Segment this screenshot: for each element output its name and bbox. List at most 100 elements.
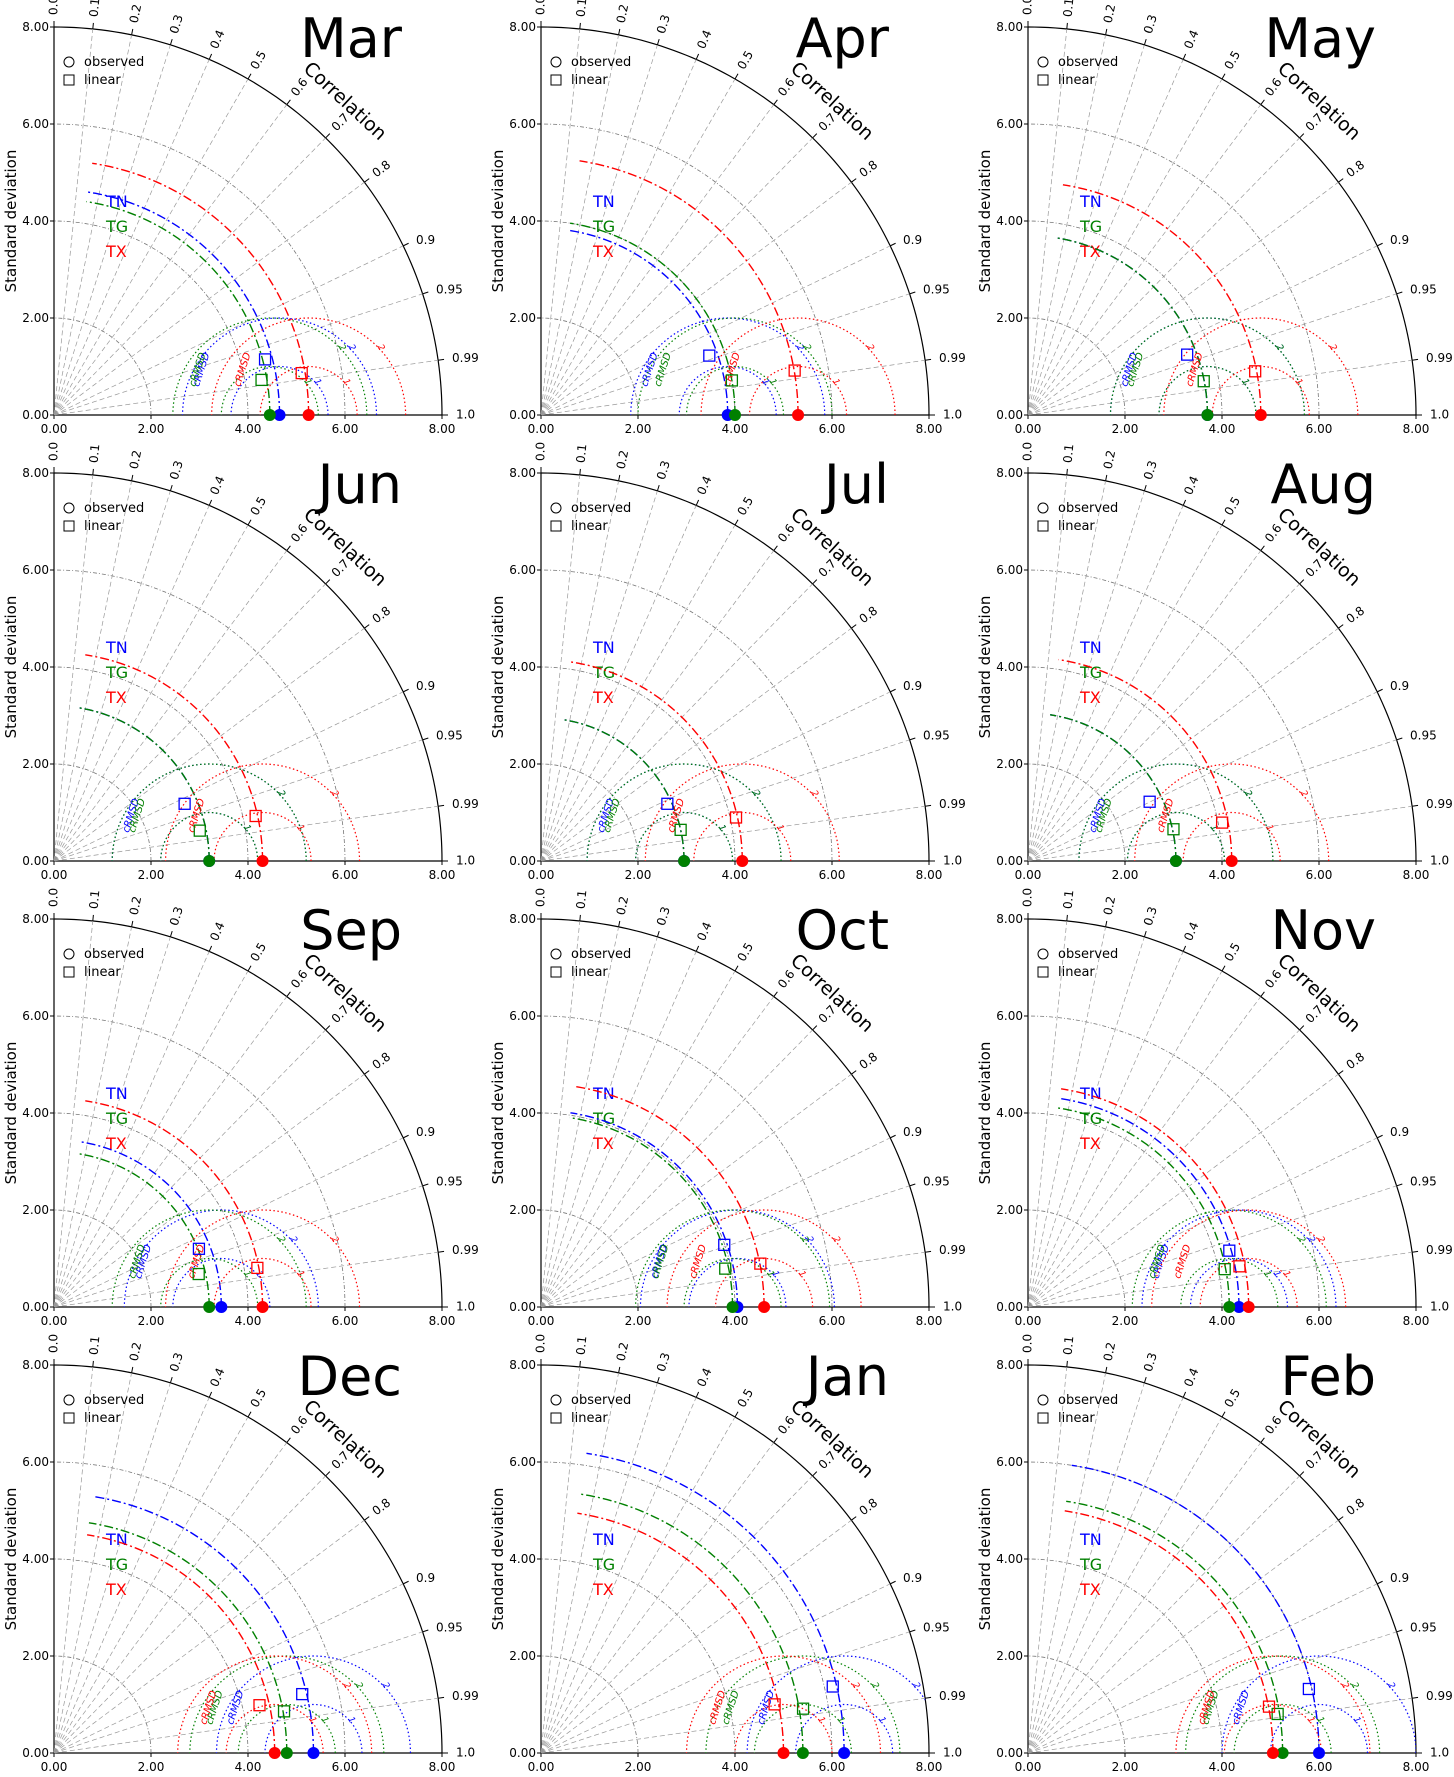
correlation-grid-line: [53, 691, 404, 862]
observed-marker-tg: [1169, 855, 1182, 867]
std-grid-arc: [540, 123, 833, 416]
y-tick-label: 2.00: [996, 1203, 1023, 1217]
std-grid-arc: [540, 1655, 639, 1754]
correlation-tick-label: 1.0: [1430, 1300, 1449, 1314]
correlation-tick-label: 0.95: [923, 1175, 950, 1189]
correlation-grid-line: [540, 1475, 813, 1754]
correlation-tick: [208, 53, 213, 60]
linear-marker-tx: [729, 811, 743, 824]
outer-arc: [1027, 1364, 1417, 1754]
y-tick-label: 8.00: [996, 466, 1023, 480]
correlation-tick-label: 0.4: [694, 474, 714, 497]
series-legend-tn: TN: [592, 1084, 615, 1103]
series-legend-tx: TX: [105, 688, 127, 707]
correlation-tick: [92, 1360, 94, 1367]
crmsd-tick-label: 2: [353, 1681, 365, 1691]
y-tick-label: 6.00: [509, 117, 536, 131]
linear-marker-tx: [1249, 365, 1262, 378]
correlation-grid-line: [1027, 505, 1184, 862]
y-tick-label: 6.00: [22, 1009, 49, 1023]
linear-marker-tn: [718, 1238, 731, 1251]
x-tick-label: 0.00: [1015, 422, 1042, 436]
correlation-tick: [402, 242, 409, 247]
std-grid-arc: [540, 317, 639, 416]
correlation-grid-line: [1027, 1372, 1106, 1754]
correlation-grid-line: [53, 1697, 439, 1754]
correlation-grid-line: [1027, 480, 1106, 862]
observed-marker-tg: [1223, 1301, 1236, 1313]
correlation-tick-label: 0.2: [127, 449, 145, 471]
correlation-tick: [618, 28, 621, 35]
taylor-panel-dec: 0.0 0.1 0.2 0.30.40.50.60.70.80.90.950.991.…: [2, 1334, 479, 1774]
correlation-tick-label: 0.2: [614, 1341, 632, 1363]
legend-observed: observed: [1058, 947, 1118, 962]
correlation-grid-line: [53, 1185, 423, 1308]
correlation-tick: [131, 920, 134, 927]
correlation-tick-label: 0.9: [416, 1125, 435, 1139]
crmsd-tick-label: 1: [1261, 1269, 1273, 1279]
correlation-tick: [1105, 474, 1108, 481]
correlation-tick: [364, 1070, 370, 1075]
x-tick-label: 4.00: [722, 1760, 749, 1774]
correlation-grid-line: [1027, 739, 1397, 862]
correlation-grid-line: [1027, 1073, 1339, 1308]
crmsd-circle-tn: [630, 317, 826, 415]
correlation-grid-line: [540, 805, 926, 862]
observed-marker-tx: [302, 409, 315, 421]
correlation-tick: [1221, 965, 1226, 972]
correlation-tick: [1182, 53, 1187, 60]
correlation-tick-label: 1.0: [456, 1300, 475, 1314]
crmsd-tick-label: 1: [1292, 377, 1304, 387]
crmsd-label: cRMSD: [1184, 351, 1205, 388]
series-legend-tg: TG: [105, 1109, 128, 1128]
crmsd-tick-label: 2: [1242, 789, 1254, 799]
observed-marker-tx: [268, 1747, 281, 1759]
legend-square-marker: [63, 74, 75, 86]
legend-linear: linear: [84, 1411, 121, 1426]
legend-square-marker: [1037, 1412, 1049, 1424]
series-legend-tg: TG: [592, 1555, 615, 1574]
y-axis-label: Standard deviation: [976, 1488, 994, 1631]
observed-std-arc-tn: [586, 1452, 845, 1753]
correlation-grid-line: [53, 104, 288, 416]
taylor-panel-jan: 0.0 0.1 0.2 0.30.40.50.60.70.80.90.950.991.…: [489, 1334, 966, 1774]
correlation-tick: [247, 965, 252, 972]
correlation-grid-line: [540, 34, 619, 416]
x-tick-label: 0.00: [1015, 1314, 1042, 1328]
x-tick-label: 8.00: [916, 868, 943, 882]
correlation-tick-label: 0.3: [1141, 905, 1160, 927]
crmsd-tick-label: 1: [876, 1715, 888, 1725]
legend-linear: linear: [1058, 965, 1095, 980]
crmsd-circle-tn: [215, 1655, 412, 1753]
correlation-grid-line: [540, 1697, 926, 1754]
correlation-tick-label: 0.99: [452, 351, 479, 365]
correlation-grid-line: [540, 951, 697, 1308]
correlation-axis-label: Correlation: [786, 503, 878, 590]
linear-marker-tx: [1215, 816, 1229, 829]
legend-circle-marker: [1037, 948, 1049, 960]
series-legend-tx: TX: [1079, 1134, 1101, 1153]
linear-marker-tx: [768, 1698, 781, 1711]
correlation-grid-line: [1027, 524, 1223, 862]
std-grid-arc: [1027, 123, 1320, 416]
correlation-tick-label: 0.4: [694, 920, 714, 943]
x-tick-label: 6.00: [332, 1314, 359, 1328]
correlation-tick-label: 0.0: [47, 888, 61, 907]
crmsd-tick-label: 1: [340, 377, 352, 387]
correlation-grid-line: [53, 505, 210, 862]
outer-arc: [53, 472, 443, 862]
observed-std-arc-tg: [77, 1152, 210, 1307]
correlation-grid-line: [53, 550, 288, 862]
correlation-tick-label: 0.4: [207, 474, 227, 497]
x-tick-label: 8.00: [429, 1760, 456, 1774]
series-legend-tn: TN: [592, 638, 615, 657]
linear-marker-tn: [192, 1242, 206, 1255]
crmsd-circle-tg: [1180, 1257, 1279, 1307]
y-tick-label: 6.00: [509, 1009, 536, 1023]
correlation-grid-line: [540, 627, 852, 862]
crmsd-circle-tg: [1233, 1703, 1332, 1753]
std-grid-arc: [1027, 220, 1223, 416]
correlation-tick-label: 0.1: [574, 889, 590, 909]
correlation-tick-label: 0.5: [735, 1386, 757, 1410]
correlation-grid-line: [540, 1366, 581, 1754]
